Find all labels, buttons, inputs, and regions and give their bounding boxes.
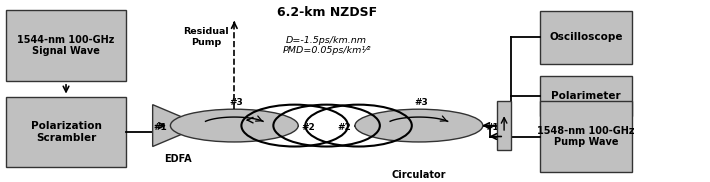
- Polygon shape: [153, 105, 202, 147]
- Text: 1544-nm 100-GHz
Signal Wave: 1544-nm 100-GHz Signal Wave: [17, 35, 115, 56]
- Text: Oscilloscope: Oscilloscope: [549, 32, 623, 42]
- FancyBboxPatch shape: [497, 101, 511, 150]
- Text: 6.2-km NZDSF: 6.2-km NZDSF: [276, 6, 377, 19]
- Text: #2: #2: [301, 123, 315, 132]
- FancyBboxPatch shape: [540, 101, 632, 172]
- Text: Polarization
Scrambler: Polarization Scrambler: [31, 121, 102, 143]
- Circle shape: [355, 109, 483, 142]
- Text: D=-1.5ps/km.nm
PMD=0.05ps/km¹⁄²: D=-1.5ps/km.nm PMD=0.05ps/km¹⁄²: [283, 36, 371, 55]
- Text: 1548-nm 100-GHz
Pump Wave: 1548-nm 100-GHz Pump Wave: [537, 126, 635, 147]
- Text: #3: #3: [414, 98, 428, 107]
- Text: #3: #3: [229, 98, 244, 107]
- Text: #1: #1: [153, 123, 167, 132]
- Text: #2: #2: [338, 123, 351, 132]
- Text: Circulator: Circulator: [392, 170, 446, 180]
- FancyBboxPatch shape: [6, 97, 126, 167]
- FancyBboxPatch shape: [540, 11, 632, 64]
- FancyBboxPatch shape: [540, 76, 632, 116]
- FancyBboxPatch shape: [6, 10, 126, 81]
- Text: Polarimeter: Polarimeter: [551, 92, 621, 101]
- Text: EDFA: EDFA: [164, 154, 191, 164]
- Text: #1: #1: [486, 123, 499, 132]
- Circle shape: [170, 109, 298, 142]
- Text: Residual
Pump: Residual Pump: [183, 27, 229, 47]
